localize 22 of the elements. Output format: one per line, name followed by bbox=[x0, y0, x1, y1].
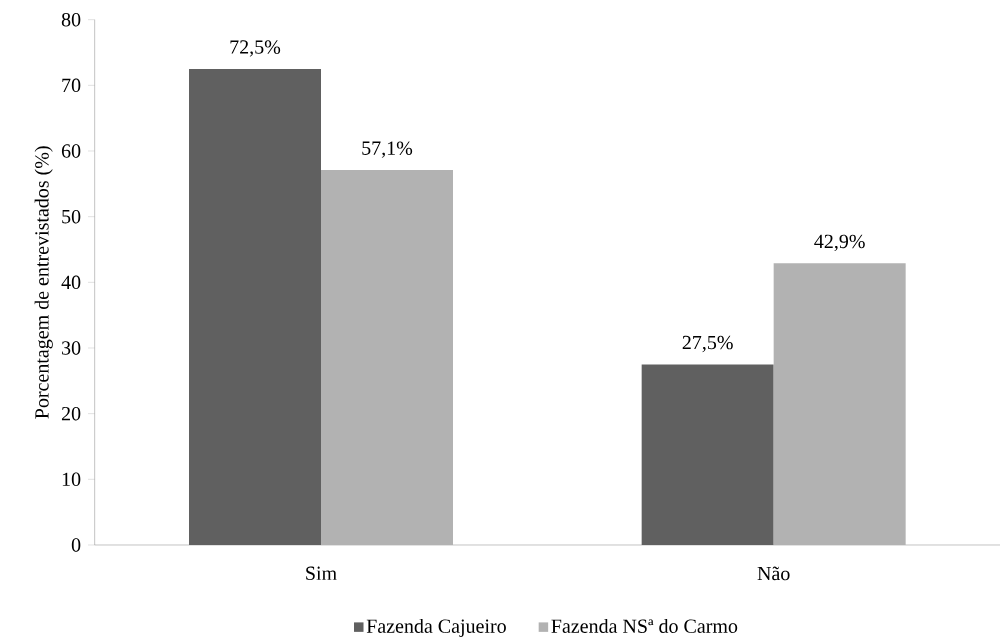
data-label: 72,5% bbox=[230, 40, 281, 57]
bar bbox=[189, 68, 321, 545]
legend-label: Fazenda Cajueiro bbox=[366, 618, 506, 638]
bar bbox=[641, 364, 774, 545]
y-tick-label: 60 bbox=[61, 144, 81, 158]
data-label: 27,5% bbox=[682, 335, 733, 353]
y-tick-label: 50 bbox=[62, 209, 81, 224]
y-tick-label: 70 bbox=[62, 78, 81, 93]
data-label: 42,9% bbox=[814, 234, 865, 252]
y-tick-label: 10 bbox=[62, 472, 81, 487]
y-tick-label: 20 bbox=[61, 406, 81, 421]
y-tick-label: 0 bbox=[71, 538, 81, 552]
y-tick-label: 30 bbox=[62, 341, 81, 355]
bar bbox=[773, 263, 906, 545]
y-tick-label: 40 bbox=[61, 275, 81, 290]
x-tick-label: Sim bbox=[306, 566, 337, 581]
data-label: 57,1% bbox=[362, 141, 413, 158]
y-axis-title: Porcentagem de entrevistados (%) bbox=[34, 146, 53, 419]
legend-label: Fazenda NSª do Carmo bbox=[551, 618, 738, 633]
x-tick-label: Não bbox=[757, 566, 790, 581]
bar bbox=[321, 170, 453, 545]
y-tick-label: 80 bbox=[61, 12, 81, 27]
